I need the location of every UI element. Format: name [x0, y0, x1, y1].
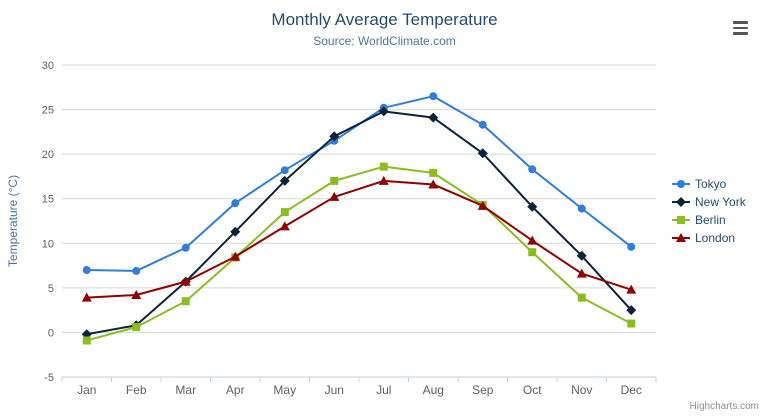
x-axis-label: Sep: [472, 383, 494, 397]
legend-item-new-york[interactable]: New York: [672, 195, 746, 209]
series-marker[interactable]: [577, 204, 586, 213]
series-marker[interactable]: [379, 162, 388, 171]
y-axis-label: -5: [44, 372, 54, 384]
credits-link[interactable]: Highcharts.com: [689, 401, 759, 412]
legend: Tokyo New York Berlin London: [672, 177, 746, 245]
series-marker[interactable]: [329, 131, 340, 142]
series-marker[interactable]: [378, 175, 389, 185]
series-line-tokyo[interactable]: [85, 95, 633, 272]
series-marker[interactable]: [429, 168, 438, 177]
y-axis-label: 25: [42, 105, 54, 117]
series-marker[interactable]: [676, 233, 686, 242]
series-marker[interactable]: [627, 242, 636, 251]
series-marker[interactable]: [626, 305, 637, 316]
x-axis-label: Apr: [226, 383, 245, 397]
series-marker[interactable]: [576, 268, 587, 278]
series-marker[interactable]: [82, 336, 91, 345]
series-marker[interactable]: [279, 175, 290, 186]
series-marker[interactable]: [132, 323, 141, 332]
series-marker[interactable]: [81, 292, 92, 302]
legend-marker-icon: [672, 197, 690, 207]
series-marker[interactable]: [677, 216, 685, 224]
series-marker[interactable]: [329, 191, 340, 201]
series-marker[interactable]: [131, 289, 142, 299]
series-marker[interactable]: [181, 297, 190, 306]
series-marker[interactable]: [627, 319, 636, 328]
x-axis-label: Dec: [621, 383, 642, 397]
y-axis-label: 20: [42, 149, 54, 161]
series-marker[interactable]: [626, 284, 637, 294]
x-axis-label: Feb: [126, 383, 147, 397]
series-marker[interactable]: [528, 165, 537, 174]
series-marker[interactable]: [528, 248, 537, 257]
legend-marker-icon: [672, 233, 690, 242]
series-marker[interactable]: [280, 166, 289, 175]
series-marker[interactable]: [230, 251, 241, 261]
legend-item-berlin[interactable]: Berlin: [672, 213, 746, 227]
x-axis-label: Nov: [571, 383, 592, 397]
legend-label: London: [695, 231, 736, 245]
legend-item-london[interactable]: London: [672, 231, 746, 245]
series-marker[interactable]: [181, 243, 190, 252]
x-axis-label: May: [273, 383, 296, 397]
hamburger-menu-icon: [733, 21, 748, 24]
series-marker[interactable]: [477, 200, 488, 210]
x-axis-label: Jul: [376, 383, 391, 397]
y-axis-label: 30: [42, 60, 54, 72]
x-axis-label: Aug: [423, 383, 444, 397]
series-marker[interactable]: [676, 197, 686, 207]
series-marker[interactable]: [180, 276, 191, 286]
legend-marker-icon: [672, 216, 690, 224]
x-axis-label: Jan: [77, 383, 96, 397]
legend-item-tokyo[interactable]: Tokyo: [672, 177, 746, 191]
series-marker[interactable]: [527, 201, 538, 212]
series-marker[interactable]: [330, 176, 339, 185]
chart-title: Monthly Average Temperature: [271, 10, 498, 29]
series-marker[interactable]: [477, 148, 488, 159]
series-marker[interactable]: [231, 199, 240, 208]
series-marker[interactable]: [82, 266, 91, 275]
y-axis-label: 0: [48, 327, 54, 339]
y-axis-label: 5: [48, 283, 54, 295]
series-marker[interactable]: [576, 250, 587, 261]
series-marker[interactable]: [428, 112, 439, 123]
series-marker[interactable]: [677, 180, 685, 188]
legend-label: Berlin: [695, 213, 726, 227]
x-axis-label: Mar: [175, 383, 196, 397]
series-marker[interactable]: [279, 221, 290, 231]
y-axis-label: 15: [42, 194, 54, 206]
legend-label: Tokyo: [695, 177, 727, 191]
series-marker[interactable]: [478, 120, 487, 129]
series-line-london[interactable]: [85, 179, 633, 299]
series-marker[interactable]: [230, 226, 241, 237]
series-marker[interactable]: [378, 106, 389, 117]
series-marker[interactable]: [132, 266, 141, 275]
x-axis-label: Jun: [325, 383, 344, 397]
export-menu-button[interactable]: [731, 17, 757, 39]
legend-marker-icon: [672, 180, 690, 188]
y-axis-label: 10: [42, 238, 54, 250]
legend-label: New York: [695, 195, 746, 209]
x-axis-label: Oct: [523, 383, 542, 397]
series-marker[interactable]: [577, 293, 586, 302]
series-marker[interactable]: [429, 92, 438, 101]
series-marker[interactable]: [428, 179, 439, 189]
series-line-new-york[interactable]: [85, 110, 633, 336]
chart-subtitle: Source: WorldClimate.com: [313, 34, 456, 48]
series-marker[interactable]: [527, 235, 538, 245]
series-line-berlin[interactable]: [85, 165, 633, 342]
series-marker[interactable]: [280, 208, 289, 217]
